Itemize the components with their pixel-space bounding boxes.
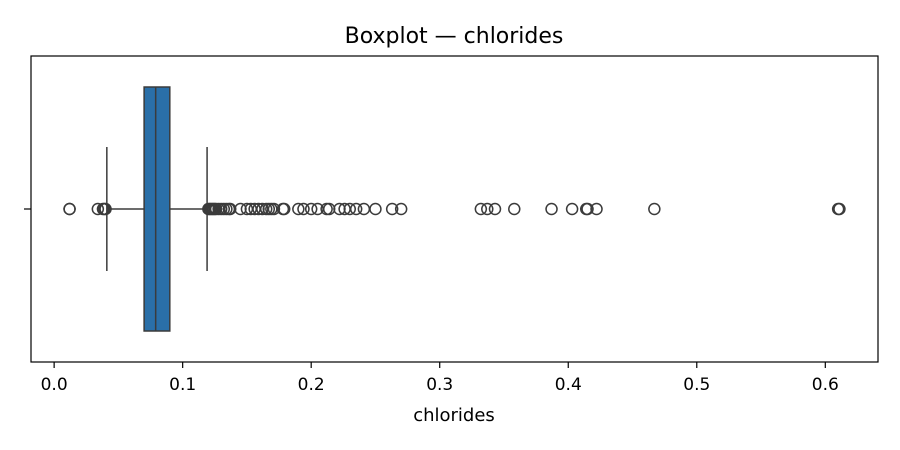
iqr-box bbox=[143, 86, 171, 332]
x-tick-label: 0.1 bbox=[169, 375, 196, 395]
x-tick-label: 0.4 bbox=[555, 375, 582, 395]
outlier-point bbox=[474, 202, 488, 216]
outlier-point bbox=[385, 202, 399, 216]
outlier-point bbox=[343, 202, 356, 216]
outlier-point bbox=[63, 202, 76, 216]
outlier-point bbox=[277, 202, 291, 216]
outlier-point bbox=[488, 202, 502, 216]
chart-title: Boxplot — chlorides bbox=[345, 24, 564, 49]
outlier-point bbox=[91, 202, 105, 216]
outlier-point bbox=[545, 202, 558, 216]
outlier-series bbox=[63, 202, 846, 216]
outlier-point bbox=[349, 202, 363, 216]
outlier-point bbox=[481, 202, 494, 216]
outlier-point bbox=[357, 202, 371, 216]
outlier-point bbox=[394, 202, 408, 216]
outlier-point bbox=[322, 202, 336, 216]
x-tick-label: 0.5 bbox=[683, 375, 710, 395]
outlier-point bbox=[292, 202, 305, 216]
outlier-point bbox=[508, 202, 521, 216]
outlier-point bbox=[590, 202, 603, 216]
outlier-point bbox=[581, 202, 594, 216]
outlier-point bbox=[648, 202, 661, 216]
outlier-point bbox=[833, 202, 846, 216]
outlier-point bbox=[297, 202, 310, 216]
x-tick-label: 0.0 bbox=[41, 375, 68, 395]
x-axis: 0.0 0.1 0.2 0.3 0.4 0.5 0.6 bbox=[41, 362, 839, 395]
outlier-point bbox=[565, 202, 579, 216]
x-tick-label: 0.6 bbox=[812, 375, 839, 395]
x-tick-label: 0.2 bbox=[298, 375, 325, 395]
x-axis-label: chlorides bbox=[413, 405, 495, 426]
outlier-point bbox=[369, 202, 382, 216]
outlier-point bbox=[304, 202, 318, 216]
outlier-point bbox=[234, 202, 247, 216]
x-tick-label: 0.3 bbox=[426, 375, 453, 395]
box-series bbox=[106, 86, 208, 332]
outlier-point bbox=[99, 202, 112, 216]
